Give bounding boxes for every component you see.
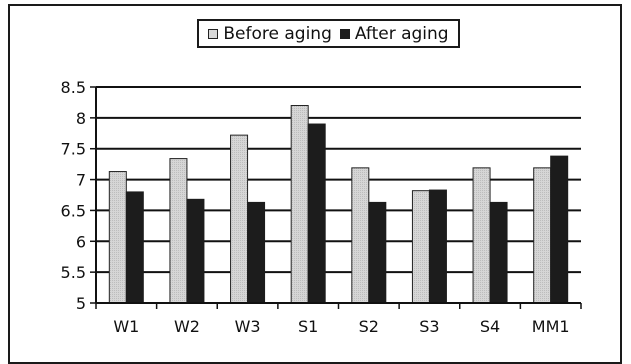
bar-after-aging <box>186 198 205 304</box>
bar-before-aging <box>533 167 552 304</box>
y-tick-labels: 5 5.5 6 6.5 7 7.5 8 8.5 <box>61 78 86 313</box>
bar-before-aging <box>472 167 491 304</box>
y-tick-label: 8.5 <box>61 78 86 97</box>
x-tick-label: W3 <box>235 317 261 336</box>
x-tick-labels: W1 W2 W3 S1 S2 S3 S4 MM1 <box>113 317 569 336</box>
bars <box>108 105 569 304</box>
y-tick-label: 8 <box>76 109 86 128</box>
bar-before-aging <box>351 167 370 304</box>
bar-after-aging <box>489 201 508 304</box>
bar-after-aging <box>125 191 144 304</box>
legend-item-after: After aging <box>339 23 449 44</box>
y-tick-label: 6.5 <box>61 201 86 220</box>
y-tick-label: 5.5 <box>61 263 86 282</box>
y-tick-label: 6 <box>76 232 86 251</box>
legend-label-after: After aging <box>354 23 449 44</box>
y-tick-label: 7.5 <box>61 140 86 159</box>
y-tick-label: 5 <box>76 294 86 313</box>
legend-swatch-after <box>339 28 350 39</box>
grid-lines <box>96 86 581 274</box>
bar-after-aging <box>247 201 266 304</box>
bar-before-aging <box>108 171 127 304</box>
bar-before-aging <box>411 190 430 304</box>
bar-before-aging <box>169 158 188 304</box>
bar-before-aging <box>230 134 249 304</box>
x-tick-label: W2 <box>174 317 200 336</box>
x-tick-label: W1 <box>113 317 139 336</box>
bar-after-aging <box>550 155 569 304</box>
chart-legend: Before aging After aging <box>197 19 460 48</box>
x-tick-label: MM1 <box>532 317 570 336</box>
y-tick-label: 7 <box>76 171 86 190</box>
legend-item-before: Before aging <box>208 23 332 44</box>
bar-before-aging <box>290 105 309 304</box>
axes <box>90 86 582 309</box>
bar-after-aging <box>428 189 447 304</box>
legend-swatch-before <box>208 28 219 39</box>
x-tick-label: S1 <box>298 317 318 336</box>
bar-after-aging <box>307 123 326 304</box>
x-tick-label: S2 <box>359 317 379 336</box>
legend-label-before: Before aging <box>223 23 332 44</box>
bar-chart: 5 5.5 6 6.5 7 7.5 8 8.5 W1 W2 W3 S1 S2 S3 S4 MM1 <box>61 78 582 336</box>
x-tick-label: S3 <box>419 317 439 336</box>
x-tick-label: S4 <box>480 317 500 336</box>
bar-after-aging <box>368 201 387 304</box>
